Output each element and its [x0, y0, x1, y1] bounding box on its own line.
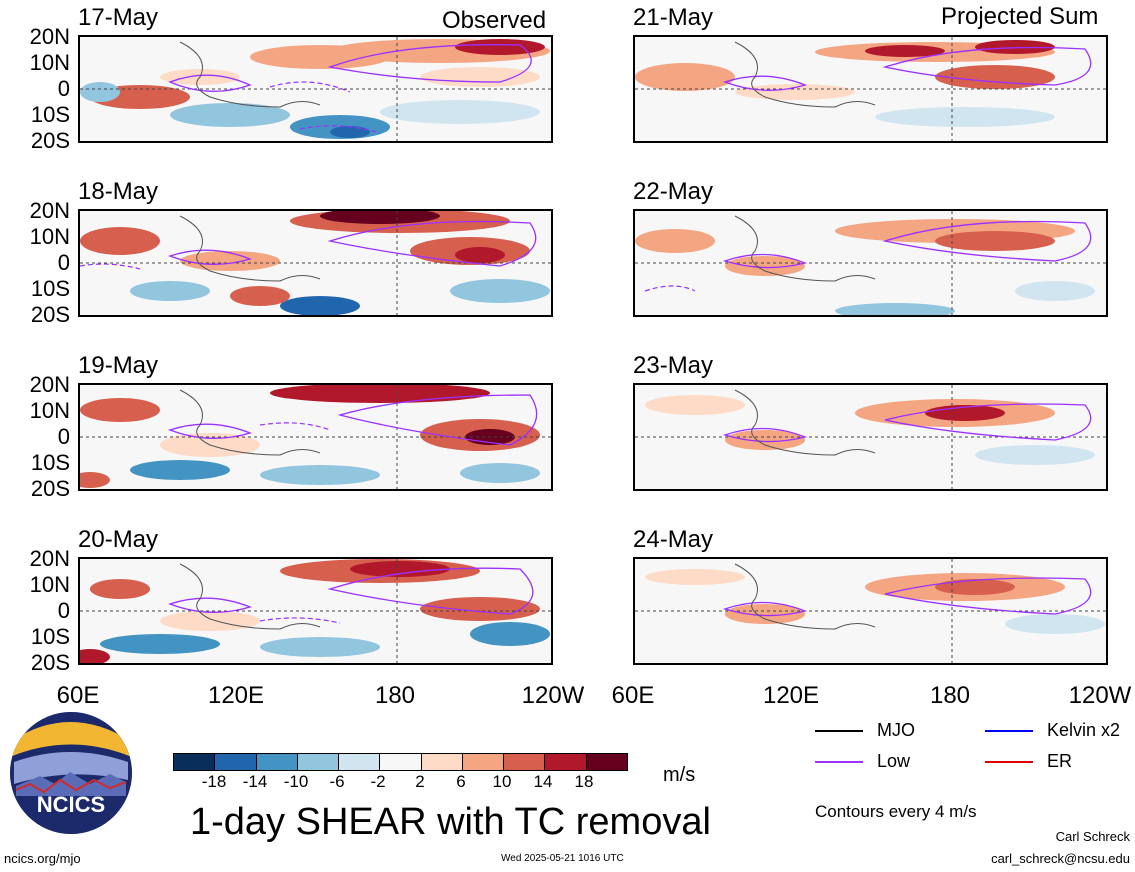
- ncics-logo: NCICS: [10, 712, 132, 834]
- footer-email: carl_schreck@ncsu.edu: [991, 851, 1130, 866]
- colorbar-cell: [338, 753, 381, 771]
- date-label: 20-May: [78, 526, 159, 553]
- date-label: 19-May: [78, 352, 159, 379]
- legend-line: [985, 730, 1033, 733]
- legend-item-er: ER: [985, 751, 1072, 772]
- figure-title: 1-day SHEAR with TC removal: [190, 801, 711, 843]
- shear-field: [80, 211, 551, 315]
- contour-note: Contours every 4 m/s: [815, 802, 977, 821]
- colorbar-cell: [379, 753, 422, 771]
- colorbar-cell: [173, 753, 216, 771]
- date-label: 21-May: [633, 4, 714, 31]
- colorbar-tick-label: -2: [370, 772, 386, 791]
- colorbar-cell: [420, 753, 463, 771]
- date-label: 22-May: [633, 178, 714, 205]
- shear-field: [80, 559, 551, 663]
- colorbar-tick-label: -14: [242, 772, 268, 791]
- shear-field: [635, 37, 1106, 141]
- colorbar-tick-label: 18: [574, 772, 594, 791]
- lon-axis-right: 60E 120E 180 120W: [611, 682, 1132, 709]
- colorbar-cell: [214, 753, 257, 771]
- colorbar-tick-label: 10: [492, 772, 512, 791]
- legend-line: [815, 761, 863, 764]
- date-label: 18-May: [78, 178, 159, 205]
- legend-item-kelvin: Kelvin x2: [985, 720, 1120, 741]
- colorbar-tick-label: 14: [533, 772, 553, 791]
- legend-line: [985, 761, 1033, 764]
- map-panel-projected-4: [633, 557, 1108, 665]
- colorbar-cell: [461, 753, 505, 771]
- colorbar-cell: [255, 753, 298, 771]
- date-label: 23-May: [633, 352, 714, 379]
- colorbar-cell: [296, 753, 340, 771]
- colorbar-cell: [544, 753, 587, 771]
- shear-field: [635, 559, 1106, 663]
- colorbar-tick-label: -6: [329, 772, 345, 791]
- colorbar-cell: [585, 753, 628, 771]
- map-panel-observed-3: [78, 383, 553, 491]
- legend-line: [815, 730, 863, 733]
- colorbar-tick-label: -10: [283, 772, 309, 791]
- footer-url: ncics.org/mjo: [4, 851, 81, 866]
- shear-field: [80, 385, 551, 489]
- map-panel-observed-4: [78, 557, 553, 665]
- legend-item-low: Low: [815, 751, 910, 772]
- logo-graphic: [10, 712, 132, 834]
- legend: MJO Kelvin x2 Low ER: [815, 718, 1135, 788]
- map-panel-projected-1: [633, 35, 1108, 143]
- map-panel-observed-1: [78, 35, 553, 143]
- colorbar-tick-label: -18: [201, 772, 227, 791]
- right-header: Projected Sum: [941, 3, 1099, 30]
- date-label: 24-May: [633, 526, 714, 553]
- footer-author: Carl Schreck: [1055, 829, 1130, 844]
- legend-item-mjo: MJO: [815, 720, 915, 741]
- colorbar-tick-label: 2: [415, 772, 425, 791]
- shear-field: [635, 385, 1106, 489]
- shear-field: [80, 37, 551, 141]
- colorbar-tick-label: 6: [456, 772, 466, 791]
- colorbar-cell: [503, 753, 546, 771]
- map-panel-projected-2: [633, 209, 1108, 317]
- colorbar-labels: -18 -14 -10 -6 -2 2 6 10 14 18: [173, 772, 627, 794]
- colorbar-unit: m/s: [663, 764, 696, 786]
- colorbar: [173, 753, 628, 771]
- date-label: 17-May: [78, 4, 159, 31]
- shear-field: [635, 211, 1106, 315]
- left-header: Observed: [442, 7, 547, 34]
- map-panel-observed-2: [78, 209, 553, 317]
- lon-axis-left: 60E 120E 180 120W: [56, 682, 585, 709]
- footer-timestamp: Wed 2025-05-21 1016 UTC: [501, 853, 624, 864]
- map-panel-projected-3: [633, 383, 1108, 491]
